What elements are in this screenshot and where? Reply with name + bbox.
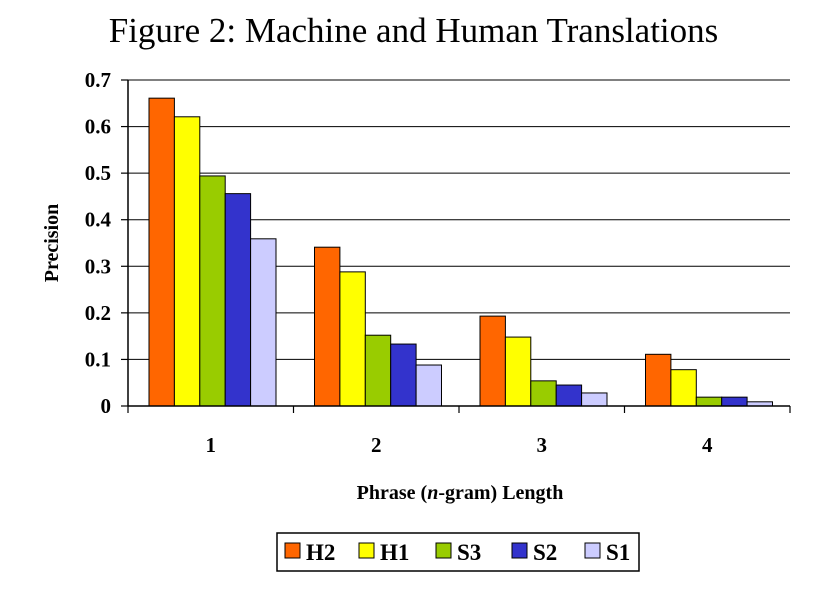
- legend-label-H2: H2: [306, 540, 335, 565]
- legend-swatch-S3: [435, 542, 452, 559]
- y-tick-label-6: 0.6: [85, 115, 111, 139]
- bar-H2-3: [479, 315, 506, 407]
- bar-H1-1: [173, 116, 201, 407]
- y-tick-label-2: 0.2: [85, 301, 111, 325]
- legend-swatch-H2: [284, 542, 301, 559]
- x-axis-title-part-1: Phrase (: [357, 482, 428, 504]
- bar-S1-1: [250, 238, 277, 407]
- y-axis-title: Precision: [41, 204, 63, 283]
- bar-H2-4: [645, 353, 672, 407]
- bar-S3-2: [364, 334, 392, 407]
- bar-S2-3: [555, 384, 583, 407]
- bar-H1-3: [504, 336, 532, 407]
- axes: [121, 79, 791, 413]
- bar-S2-2: [390, 343, 417, 407]
- legend-swatch-S1: [584, 542, 601, 559]
- legend-swatch-S2: [511, 542, 528, 559]
- tick-labels: 0 0.1 0.2 0.3 0.4 0.5 0.6 0.7 1 2 3 4: [85, 68, 713, 457]
- legend-label-H1: H1: [380, 540, 409, 565]
- y-tick-label-4: 0.4: [85, 208, 112, 232]
- x-tick-label-2: 3: [537, 433, 548, 457]
- bar-S1-2: [415, 364, 443, 407]
- legend-label-S1: S1: [606, 540, 630, 565]
- y-tick-label-0: 0: [101, 394, 112, 418]
- x-axis-title-italic: n: [427, 482, 438, 504]
- bar-H2-2: [314, 246, 341, 407]
- x-axis-title-part-2: -gram) Length: [438, 482, 563, 504]
- y-tick-label-7: 0.7: [85, 68, 111, 92]
- legend-box: [276, 532, 640, 572]
- x-axis-title: Phrase (n-gram) Length: [357, 482, 564, 504]
- bar-S3-1: [199, 175, 226, 407]
- bar-H1-2: [339, 271, 366, 407]
- bar-S2-1: [224, 193, 252, 407]
- legend: H2 H1 S3 S2 S1: [276, 532, 640, 572]
- legend-label-S2: S2: [533, 540, 557, 565]
- x-tick-label-0: 1: [206, 433, 217, 457]
- bar-H2-1: [148, 97, 175, 407]
- legend-label-S3: S3: [457, 540, 481, 565]
- bar-S3-3: [530, 380, 557, 407]
- legend-swatch-H1: [358, 542, 375, 559]
- bar-S1-3: [581, 392, 608, 407]
- y-tick-label-1: 0.1: [85, 347, 111, 371]
- bar-S2-4: [721, 396, 748, 407]
- chart-title: Figure 2: Machine and Human Translations: [108, 11, 719, 50]
- x-tick-label-3: 4: [702, 433, 713, 457]
- x-tick-label-1: 2: [371, 433, 382, 457]
- y-tick-label-5: 0.5: [85, 161, 111, 185]
- bar-S3-4: [695, 396, 723, 407]
- bar-H1-4: [670, 369, 697, 407]
- y-tick-label-3: 0.3: [85, 254, 111, 278]
